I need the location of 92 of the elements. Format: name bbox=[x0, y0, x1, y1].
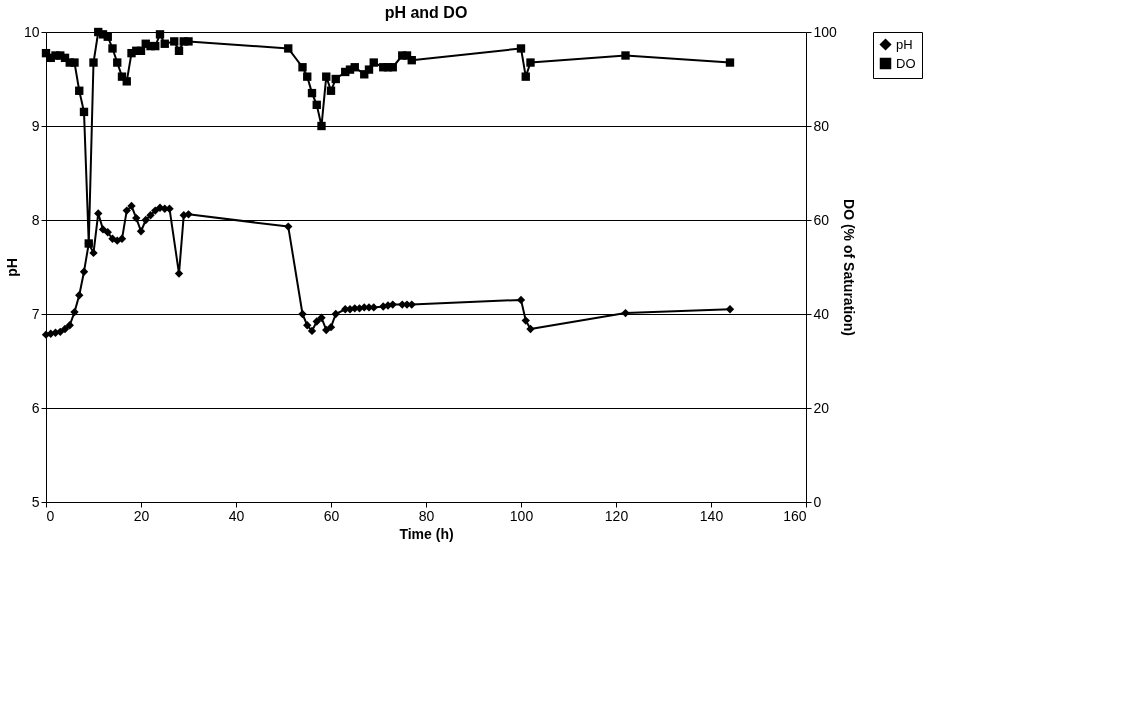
point bbox=[113, 58, 122, 67]
chart-title: pH and DO bbox=[384, 4, 468, 21]
point bbox=[184, 37, 193, 46]
point bbox=[151, 41, 160, 51]
point bbox=[326, 322, 336, 332]
point bbox=[516, 44, 526, 53]
point bbox=[516, 295, 526, 305]
point bbox=[79, 107, 89, 117]
point bbox=[127, 201, 136, 211]
x-tick-label: 60 bbox=[323, 507, 340, 524]
point bbox=[70, 307, 79, 317]
point bbox=[312, 100, 321, 110]
y2-tick-label: 20 bbox=[813, 399, 830, 416]
y2-tick-label: 80 bbox=[813, 117, 830, 134]
point bbox=[75, 86, 84, 95]
point bbox=[621, 308, 630, 318]
point bbox=[298, 309, 307, 319]
point bbox=[103, 32, 112, 41]
point bbox=[141, 215, 150, 225]
point bbox=[526, 324, 535, 334]
point bbox=[407, 56, 416, 65]
point bbox=[155, 30, 165, 39]
x-tick-label: 140 bbox=[699, 507, 724, 524]
x-tick-label: 120 bbox=[604, 507, 629, 524]
point bbox=[388, 63, 397, 72]
point bbox=[725, 58, 735, 67]
y2-axis-title: DO (% of Saturation) bbox=[840, 199, 857, 336]
point bbox=[521, 72, 530, 81]
point bbox=[89, 248, 98, 258]
point bbox=[307, 326, 317, 336]
point bbox=[725, 305, 735, 314]
legend-label: DO bbox=[896, 55, 916, 71]
point bbox=[89, 58, 98, 67]
y2-tick-label: 0 bbox=[813, 493, 822, 510]
point bbox=[331, 309, 340, 319]
y-axis-title: pH bbox=[3, 258, 20, 277]
point bbox=[369, 58, 378, 67]
y2-tick-label: 100 bbox=[813, 23, 838, 40]
point bbox=[79, 267, 89, 276]
point bbox=[307, 88, 317, 98]
point bbox=[331, 74, 340, 84]
y-tick-label: 6 bbox=[31, 399, 40, 416]
point bbox=[284, 222, 293, 231]
point bbox=[70, 58, 79, 67]
point bbox=[284, 44, 293, 53]
y-tick-label: 9 bbox=[31, 117, 40, 134]
point bbox=[326, 86, 336, 95]
x-tick-label: 20 bbox=[133, 507, 150, 524]
point bbox=[621, 51, 630, 60]
point bbox=[160, 39, 169, 48]
point bbox=[350, 63, 359, 72]
point bbox=[312, 317, 321, 326]
point bbox=[174, 46, 184, 55]
x-tick-label: 80 bbox=[418, 507, 435, 524]
point bbox=[117, 234, 127, 243]
y-tick-label: 5 bbox=[31, 493, 40, 510]
point bbox=[364, 65, 374, 74]
legend-label: pH bbox=[896, 36, 913, 52]
point bbox=[75, 291, 84, 300]
point bbox=[317, 313, 326, 322]
point bbox=[65, 321, 74, 330]
y-tick-label: 8 bbox=[31, 211, 40, 228]
point bbox=[103, 228, 112, 237]
point bbox=[174, 269, 184, 278]
y-tick-label: 7 bbox=[31, 305, 40, 322]
point bbox=[146, 211, 155, 220]
x-tick-label: 0 bbox=[46, 507, 55, 524]
point bbox=[108, 44, 117, 53]
point bbox=[136, 227, 146, 236]
point bbox=[303, 72, 312, 81]
x-tick-label: 40 bbox=[228, 507, 245, 524]
y2-tick-label: 60 bbox=[813, 211, 830, 228]
point bbox=[151, 206, 160, 215]
point bbox=[122, 77, 131, 86]
y2-tick-label: 40 bbox=[813, 305, 830, 322]
point bbox=[184, 210, 193, 219]
point bbox=[122, 206, 131, 215]
point bbox=[94, 209, 103, 218]
point bbox=[298, 63, 307, 72]
point bbox=[303, 321, 312, 330]
point bbox=[317, 121, 326, 131]
point bbox=[60, 324, 70, 334]
x-tick-label: 160 bbox=[783, 507, 807, 524]
point bbox=[132, 213, 141, 223]
x-tick-label: 100 bbox=[509, 507, 534, 524]
point bbox=[526, 58, 535, 67]
point bbox=[170, 37, 179, 46]
point bbox=[322, 72, 331, 81]
point bbox=[84, 239, 93, 248]
x-axis-title: Time (h) bbox=[399, 525, 454, 542]
y-tick-label: 10 bbox=[23, 23, 40, 40]
point bbox=[521, 316, 530, 325]
